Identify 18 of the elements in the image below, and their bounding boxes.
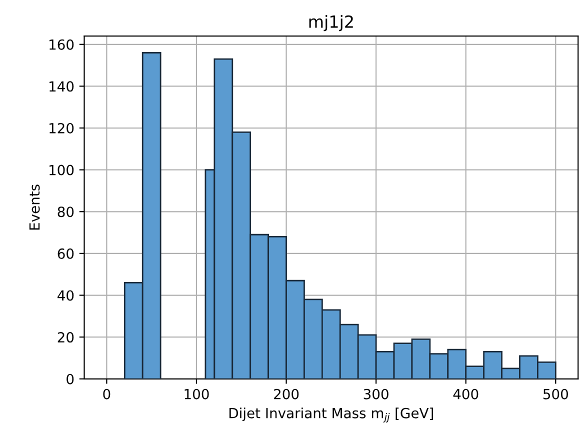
- x-tick-label: 400: [453, 388, 478, 400]
- x-tick-label: 300: [364, 388, 388, 400]
- x-tick-label: 0: [103, 388, 110, 400]
- y-tick-label: 140: [50, 81, 74, 92]
- y-axis-title: Events: [29, 184, 40, 230]
- y-tick-label: 0: [66, 374, 74, 384]
- chart-title: mj1j2: [309, 15, 353, 32]
- x-axis-title: Dijet Invariant Mass m$_{jj}$ [GeV]: [229, 408, 433, 422]
- y-tick-label: 160: [50, 39, 74, 50]
- y-tick-label: 80: [58, 206, 74, 218]
- y-tick-label: 40: [58, 290, 74, 301]
- x-tick-label: 500: [543, 388, 568, 400]
- x-tick-label: 100: [184, 388, 209, 400]
- x-tick-label: 200: [274, 388, 299, 400]
- y-tick-label: 20: [58, 332, 74, 343]
- y-tick-label: 100: [50, 164, 74, 176]
- y-tick-label: 60: [58, 248, 74, 259]
- y-tick-label: 120: [50, 122, 74, 134]
